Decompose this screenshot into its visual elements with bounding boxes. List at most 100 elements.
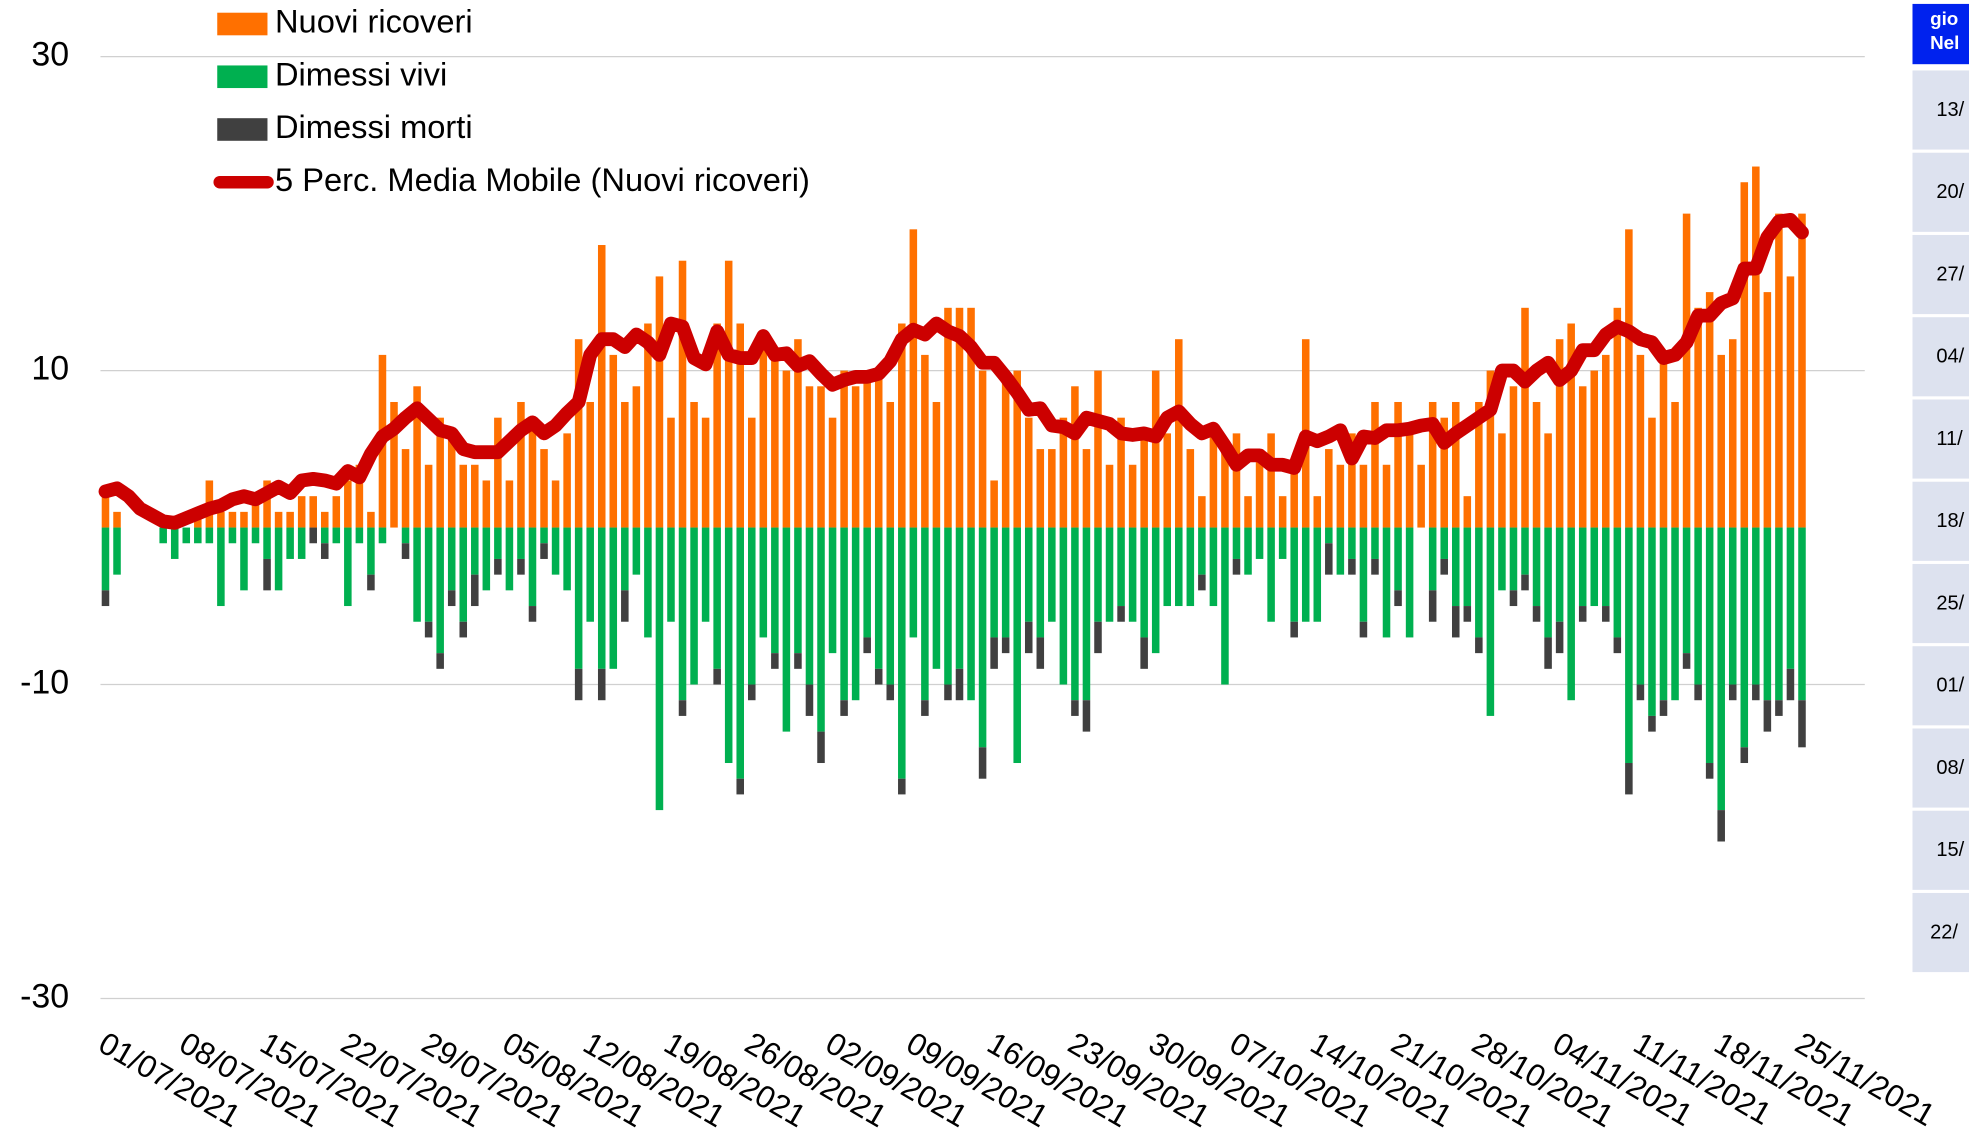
bar — [482, 480, 491, 528]
bar — [574, 339, 583, 528]
bar — [240, 527, 248, 591]
bar — [1532, 401, 1541, 528]
bar — [355, 464, 364, 528]
bar — [586, 527, 594, 622]
bar — [840, 527, 848, 701]
bar — [344, 480, 352, 528]
table-cell: 15/ — [1936, 839, 1964, 861]
bar — [113, 511, 121, 528]
bar — [1475, 401, 1483, 528]
bar — [1105, 527, 1114, 622]
bar — [1590, 527, 1599, 607]
legend: Nuovi ricoveri Dimessi vivi Dimessi morti 5… — [213, 3, 810, 198]
bar — [1198, 496, 1206, 528]
bar — [990, 480, 998, 528]
bar — [701, 527, 710, 622]
bar — [424, 527, 433, 622]
bar — [1440, 558, 1448, 575]
bar — [1717, 810, 1725, 842]
bar — [1394, 590, 1402, 607]
bar — [1175, 527, 1183, 607]
bar — [1602, 354, 1610, 528]
bar — [1348, 527, 1356, 559]
bar — [1705, 763, 1714, 779]
bar — [1209, 433, 1218, 528]
bar — [1059, 417, 1068, 528]
bar — [794, 527, 802, 654]
bar — [1001, 527, 1010, 638]
bar — [701, 417, 710, 528]
bar — [182, 527, 191, 544]
bar — [817, 527, 825, 732]
bar — [713, 668, 721, 685]
bar — [1082, 449, 1091, 528]
legend-swatch — [217, 118, 268, 141]
bar — [113, 527, 121, 575]
bar — [1740, 182, 1749, 528]
bar — [898, 527, 906, 779]
bar — [424, 621, 433, 638]
bar — [609, 354, 618, 528]
bar — [1036, 449, 1045, 528]
table-header-text: Nel — [1930, 32, 1959, 53]
bar — [1117, 606, 1125, 622]
bar — [828, 417, 837, 528]
bar — [759, 527, 768, 638]
bar — [1001, 370, 1010, 528]
bar — [563, 527, 571, 591]
bar — [1071, 386, 1079, 528]
bar — [817, 386, 825, 528]
bar — [1775, 527, 1783, 701]
bar — [517, 527, 525, 559]
bar — [320, 543, 329, 559]
bar — [886, 527, 895, 685]
legend-swatch — [217, 12, 268, 36]
bar — [540, 449, 548, 528]
bar — [1798, 527, 1806, 701]
bar — [459, 527, 468, 622]
bar — [1094, 370, 1102, 528]
bar — [1336, 527, 1345, 575]
bar — [1359, 527, 1368, 622]
bar — [1555, 527, 1564, 622]
bar — [1048, 449, 1056, 528]
bar — [874, 668, 883, 685]
bar — [932, 527, 941, 669]
bar — [274, 527, 283, 591]
bar — [1382, 527, 1391, 638]
y-tick-label: -10 — [20, 663, 69, 701]
bars — [101, 166, 1806, 842]
bar — [1151, 527, 1160, 654]
bar — [932, 401, 941, 528]
bar — [471, 464, 479, 528]
bar — [355, 527, 364, 544]
bar — [1336, 464, 1345, 528]
bar — [1348, 558, 1356, 575]
bar — [1071, 700, 1079, 716]
bar — [748, 527, 756, 685]
bar — [909, 527, 918, 638]
bar — [424, 464, 433, 528]
bar — [1313, 527, 1322, 622]
bar — [1325, 543, 1333, 575]
bar — [1105, 464, 1114, 528]
table-row — [1912, 563, 1969, 644]
bar — [551, 527, 560, 575]
bar — [967, 527, 975, 701]
table-cell: 11/ — [1936, 428, 1963, 450]
bar — [1001, 637, 1010, 654]
bar — [1186, 527, 1195, 607]
bar — [1394, 401, 1402, 528]
bar — [1717, 527, 1725, 811]
bar — [1163, 433, 1172, 528]
bar — [1509, 386, 1518, 528]
bar — [1290, 464, 1298, 528]
bar — [1440, 417, 1448, 528]
bar — [1301, 527, 1310, 622]
y-tick-label: 30 — [31, 36, 69, 74]
bar — [1117, 527, 1125, 607]
bar — [1267, 527, 1275, 622]
bar — [1544, 527, 1552, 638]
bar — [1636, 684, 1645, 701]
